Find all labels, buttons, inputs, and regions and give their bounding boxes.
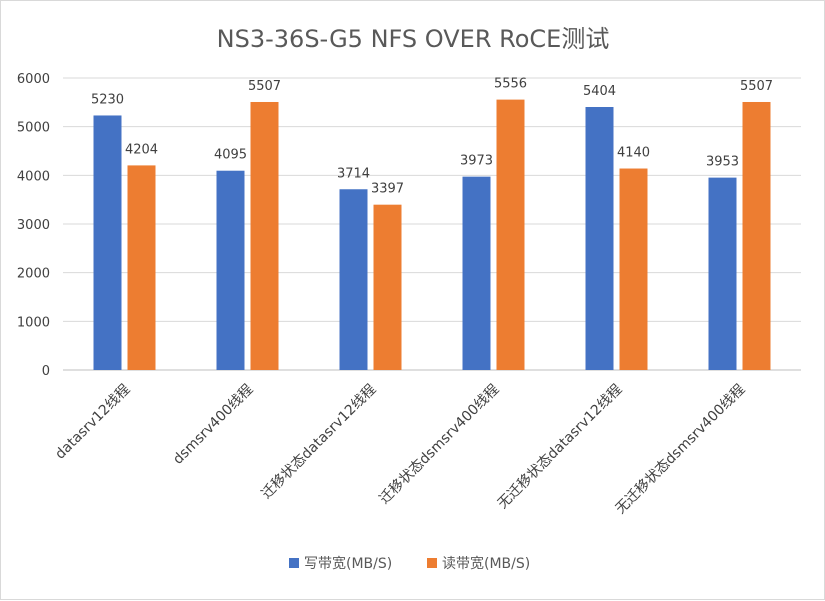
legend-swatch bbox=[427, 558, 437, 568]
y-tick-label: 1000 bbox=[17, 315, 50, 330]
y-tick-label: 0 bbox=[42, 364, 50, 379]
bar bbox=[250, 101, 279, 370]
data-label: 5556 bbox=[494, 77, 527, 92]
category-label: datasrv12线程 bbox=[52, 382, 133, 463]
data-label: 5507 bbox=[740, 79, 773, 94]
data-label: 5230 bbox=[91, 92, 124, 107]
data-label: 5404 bbox=[583, 84, 616, 99]
bar bbox=[373, 204, 402, 370]
bar bbox=[93, 115, 122, 371]
category-label: 无迁移状态datasrv12线程 bbox=[495, 382, 626, 513]
data-label: 3973 bbox=[460, 154, 493, 169]
bar bbox=[216, 170, 245, 370]
data-label: 3397 bbox=[371, 182, 404, 197]
category-label: 无迁移状态dsmsrv400线程 bbox=[613, 382, 749, 518]
data-label: 3953 bbox=[706, 155, 739, 170]
category-label: 迁移状态dsmsrv400线程 bbox=[377, 382, 503, 508]
legend-swatch bbox=[289, 558, 299, 568]
bar bbox=[585, 107, 614, 370]
legend-label: 读带宽(MB/S) bbox=[442, 555, 530, 572]
y-tick-label: 5000 bbox=[17, 121, 50, 136]
bar bbox=[742, 101, 771, 370]
gridlines bbox=[63, 77, 801, 371]
data-label: 4095 bbox=[214, 148, 247, 163]
y-tick-label: 3000 bbox=[17, 218, 50, 233]
legend-label: 写带宽(MB/S) bbox=[304, 555, 392, 572]
y-tick-label: 2000 bbox=[17, 267, 50, 282]
bar bbox=[708, 177, 737, 370]
x-axis: datasrv12线程 dsmsrv400线程 迁移状态datasrv12线程迁移状… bbox=[52, 382, 748, 518]
bar bbox=[339, 189, 368, 370]
bar bbox=[462, 176, 491, 370]
data-label: 3714 bbox=[337, 166, 370, 181]
category-label: dsmsrv400线程 bbox=[170, 382, 256, 468]
y-tick-label: 6000 bbox=[17, 72, 50, 87]
data-label: 5507 bbox=[248, 79, 281, 94]
bar bbox=[127, 165, 156, 370]
category-label: 迁移状态datasrv12线程 bbox=[259, 382, 380, 503]
bar bbox=[619, 168, 648, 370]
bar bbox=[496, 99, 525, 370]
data-label: 4204 bbox=[125, 142, 158, 157]
legend: 写带宽(MB/S) 读带宽(MB/S) bbox=[289, 555, 530, 572]
data-label: 4140 bbox=[617, 146, 650, 161]
y-axis: 0 1000 2000 3000 4000 5000 6000 bbox=[17, 72, 50, 379]
bars bbox=[93, 99, 771, 371]
y-tick-label: 4000 bbox=[17, 169, 50, 184]
chart-title: NS3-36S-G5 NFS OVER RoCE测试 bbox=[217, 25, 610, 53]
